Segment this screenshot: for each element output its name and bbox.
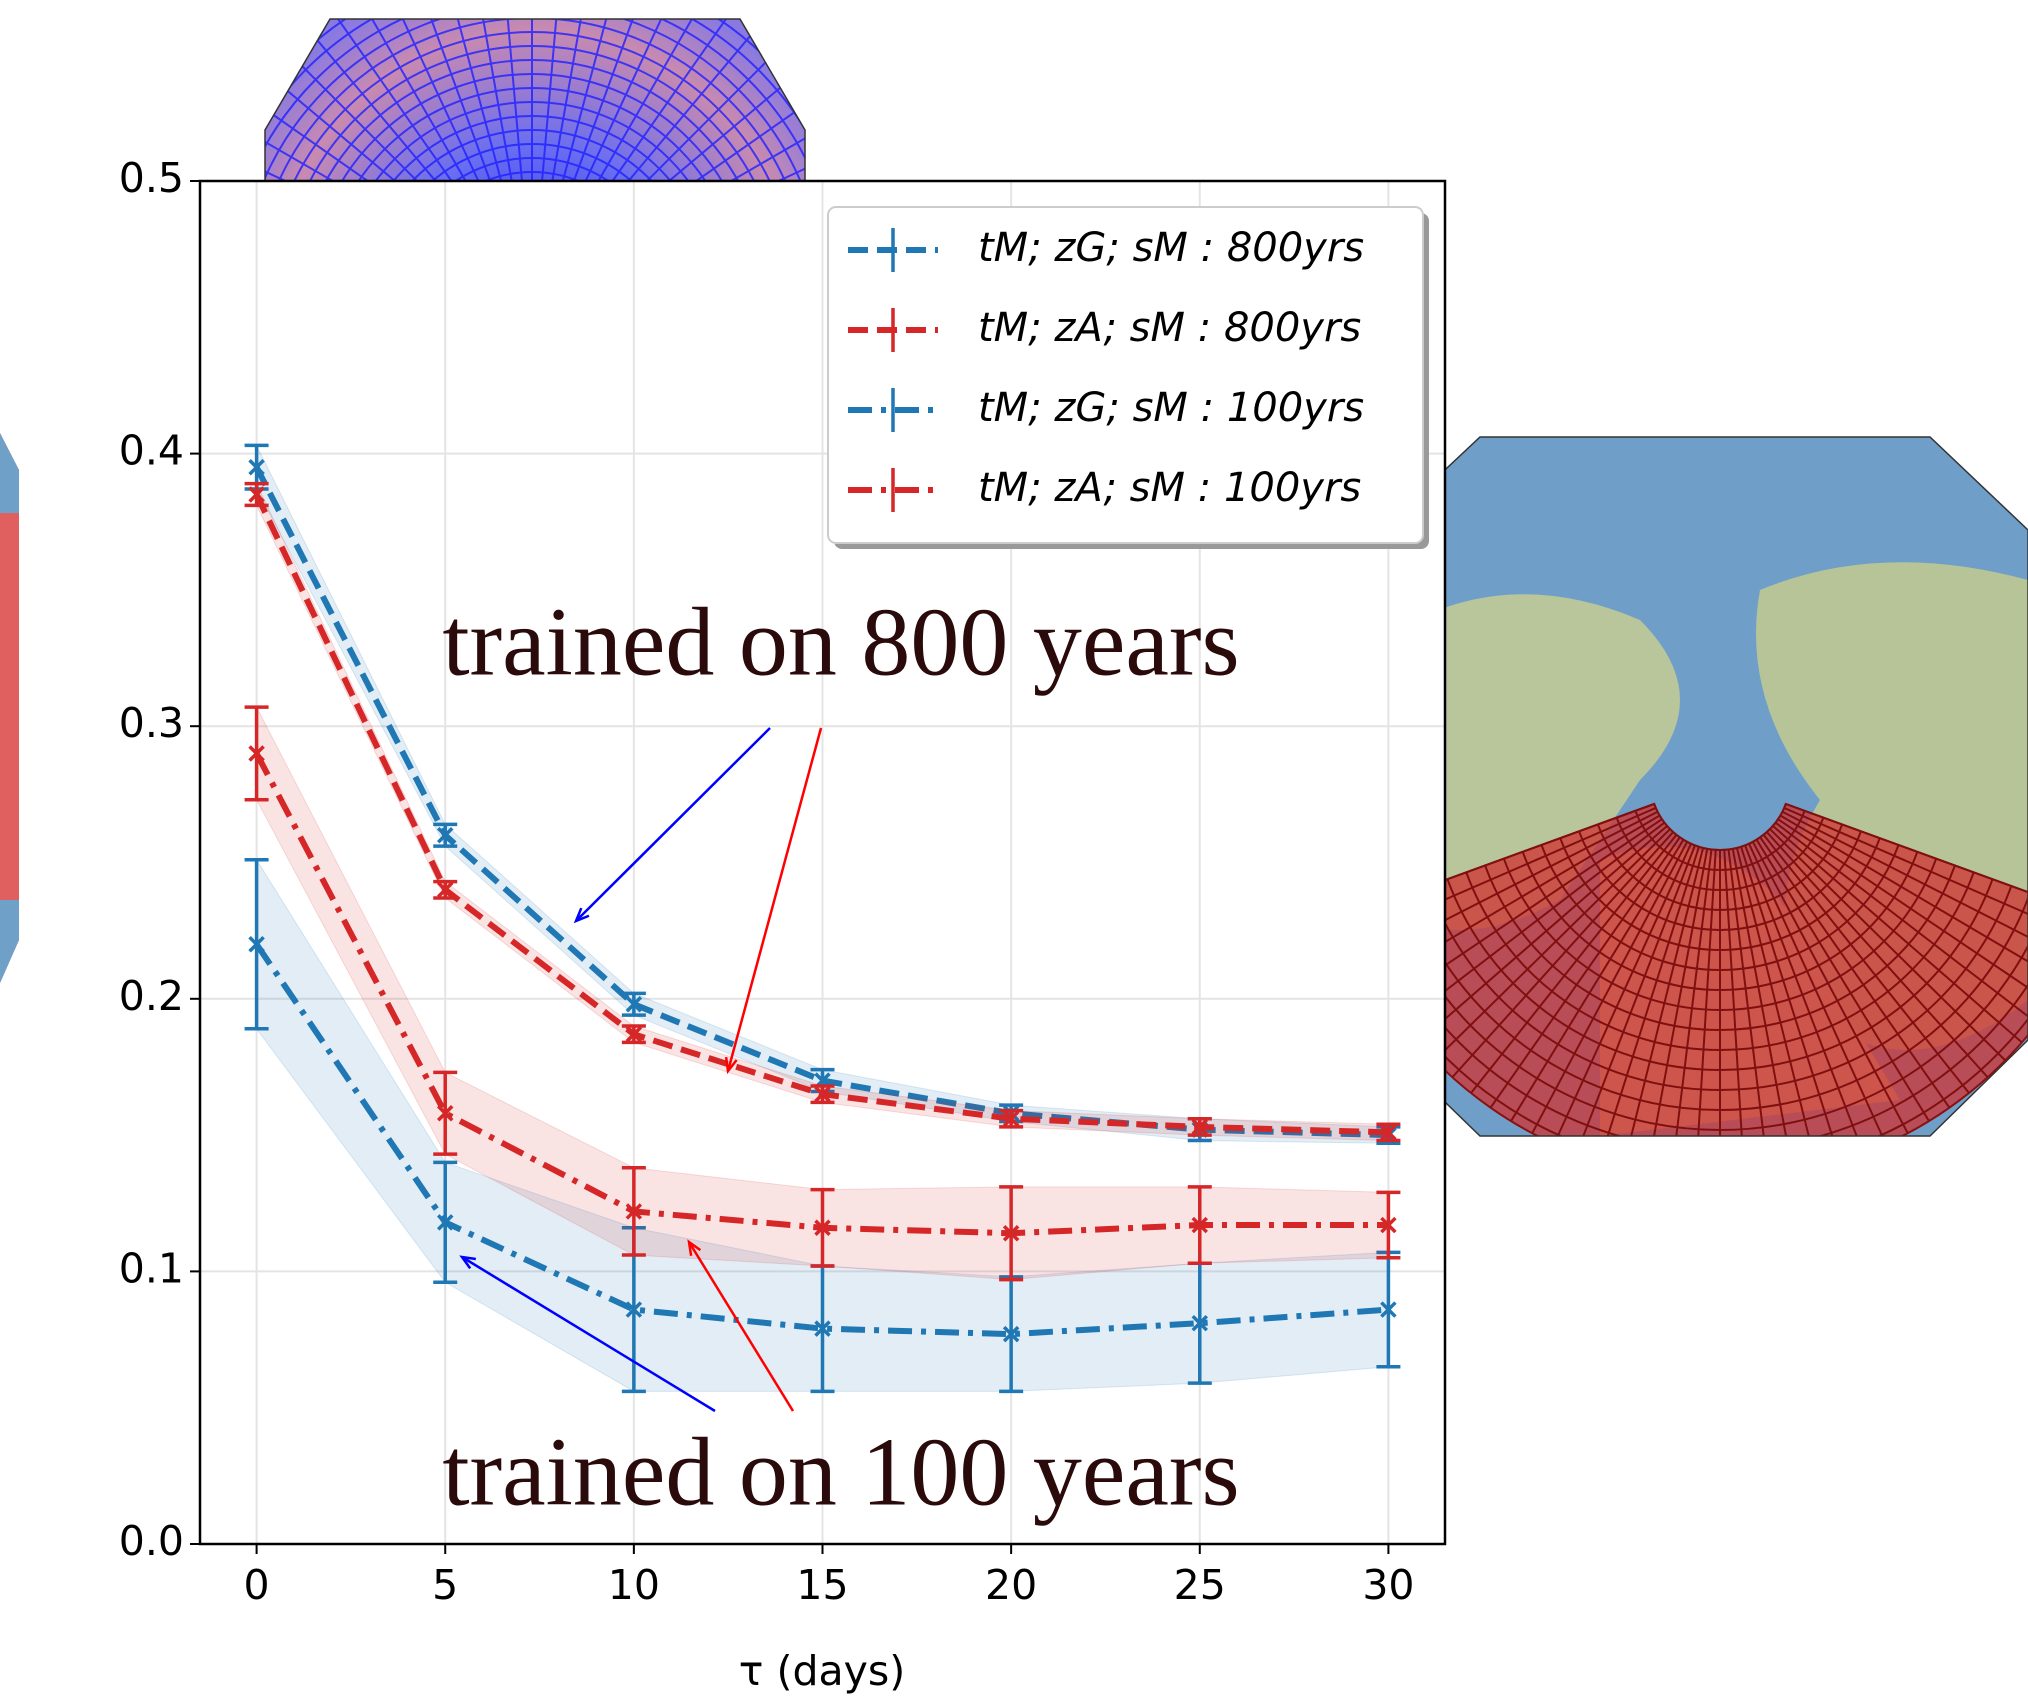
y-tick-label: 0.3 (119, 699, 184, 747)
y-tick-label: 0.5 (119, 154, 184, 202)
x-tick-label: 10 (608, 1561, 660, 1609)
figure: 0.0 0.1 0.2 0.3 0.4 0.5 0 5 10 15 20 25 30 tM; zG; sM… (0, 0, 2028, 1706)
legend-label: tM; zA; sM : 800yrs (978, 305, 1361, 351)
x-tick-label: 25 (1174, 1561, 1226, 1609)
legend-label: tM; zG; sM : 100yrs (978, 385, 1364, 431)
legend-label: tM; zA; sM : 100yrs (978, 465, 1361, 511)
y-tick-label: 0.0 (119, 1517, 184, 1565)
y-tick-label: 0.1 (119, 1244, 184, 1292)
left-map (0, 433, 19, 983)
y-tick-label: 0.2 (119, 972, 184, 1020)
x-tick-label: 0 (244, 1561, 270, 1609)
plot-area: 0.0 0.1 0.2 0.3 0.4 0.5 0 5 10 15 20 25 30 tM; zG; sM… (119, 154, 1445, 1609)
y-tick-label: 0.4 (119, 427, 184, 475)
x-tick-label: 5 (432, 1561, 458, 1609)
right-map (1344, 437, 2028, 1180)
legend-label: tM; zG; sM : 800yrs (978, 225, 1364, 271)
annotation: trained on 800 years (442, 588, 1239, 696)
x-tick-label: 15 (796, 1561, 848, 1609)
x-tick-label: 20 (985, 1561, 1037, 1609)
annotation: trained on 100 years (442, 1418, 1239, 1526)
x-tick-label: 30 (1362, 1561, 1414, 1609)
x-axis-label: τ (days) (739, 1647, 905, 1695)
